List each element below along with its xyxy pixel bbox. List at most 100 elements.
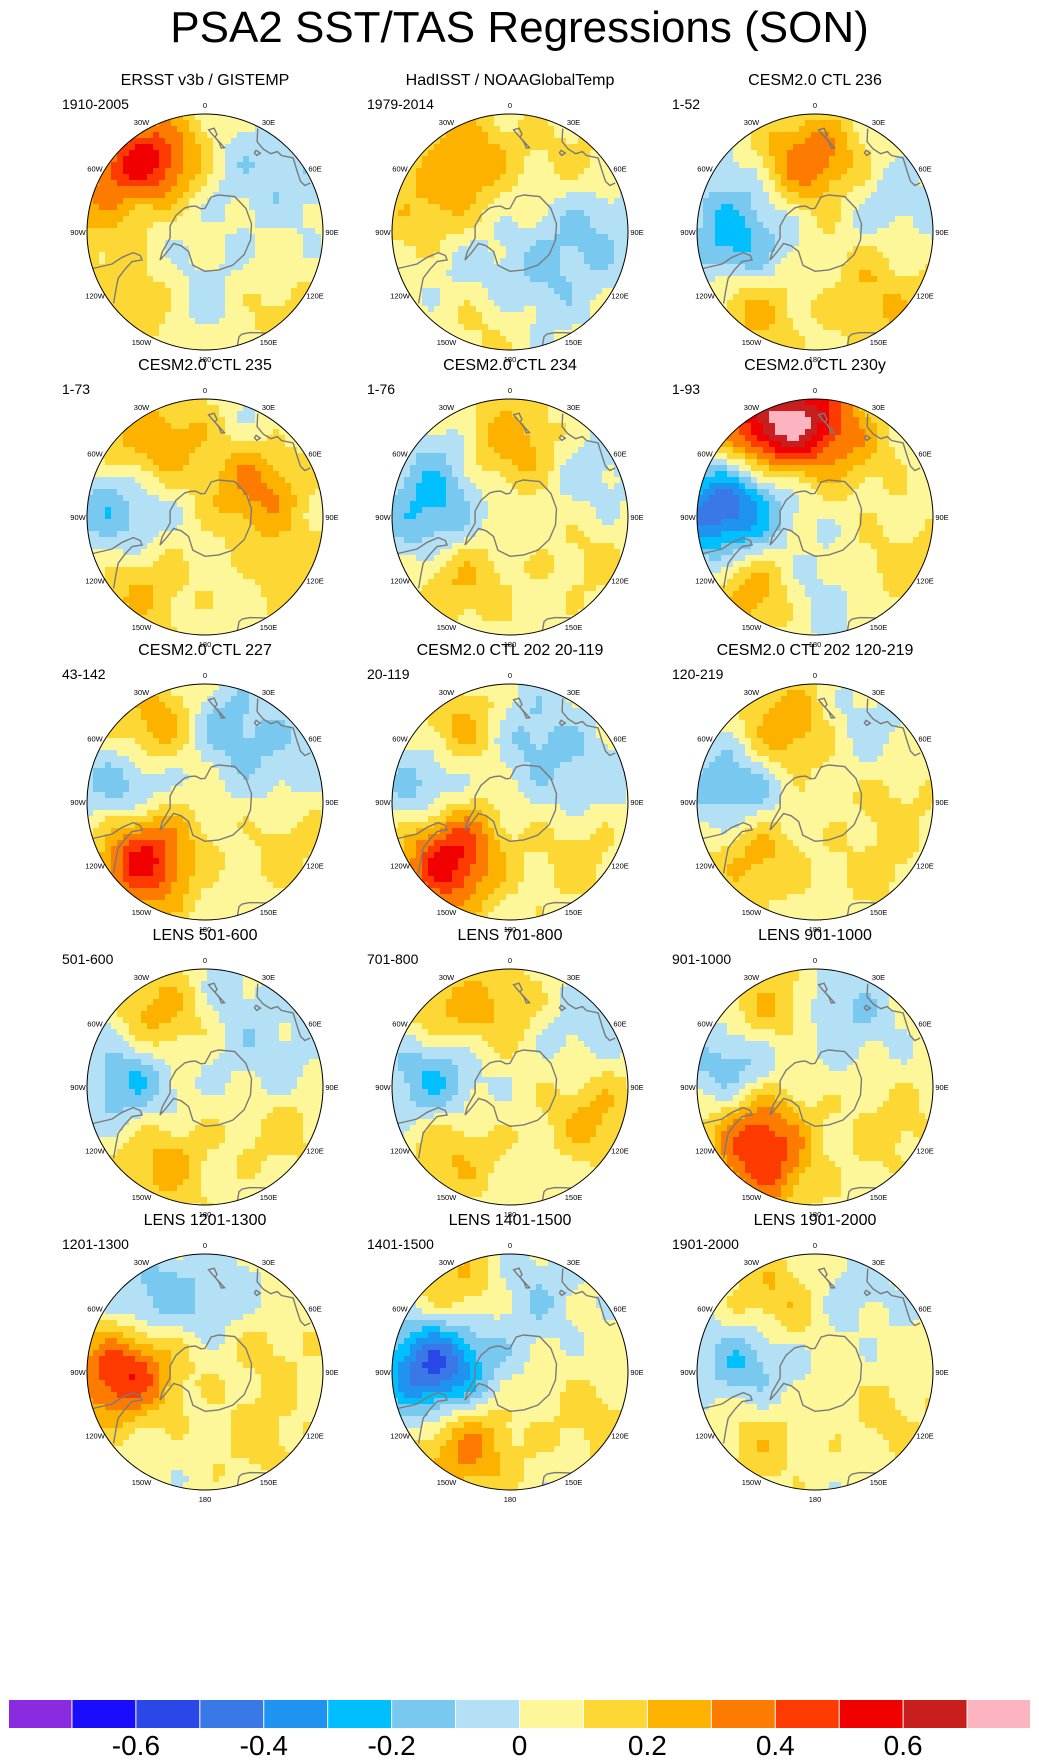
contour-cell: [207, 441, 214, 448]
contour-cell: [763, 210, 770, 217]
contour-cell: [285, 180, 292, 187]
contour-cell: [584, 282, 591, 289]
contour-cell: [201, 543, 208, 550]
contour-cell: [775, 312, 782, 319]
contour-cell: [213, 399, 220, 406]
contour-cell: [769, 234, 776, 241]
contour-cell: [153, 132, 160, 139]
contour-cell: [410, 306, 417, 313]
contour-cell: [135, 264, 142, 271]
contour-cell: [123, 168, 130, 175]
contour-cell: [715, 186, 722, 193]
contour-cell: [494, 156, 501, 163]
contour-cell: [614, 228, 621, 235]
contour-cell: [895, 222, 902, 229]
contour-cell: [907, 180, 914, 187]
contour-cell: [584, 234, 591, 241]
contour-cell: [237, 306, 244, 313]
contour-cell: [620, 258, 627, 265]
contour-cell: [757, 282, 764, 289]
contour-cell: [877, 258, 884, 265]
contour-cell: [781, 156, 788, 163]
contour-cell: [446, 282, 453, 289]
contour-cell: [500, 324, 507, 331]
contour-cell: [913, 216, 920, 223]
contour-cell: [494, 282, 501, 289]
contour-cell: [201, 342, 208, 349]
contour-cell: [416, 282, 423, 289]
contour-cell: [129, 453, 136, 460]
contour-cell: [901, 240, 908, 247]
contour-cell: [530, 312, 537, 319]
contour-cell: [231, 483, 238, 490]
contour-cell: [554, 240, 561, 247]
contour-cell: [853, 240, 860, 247]
contour-cell: [793, 336, 800, 343]
contour-cell: [297, 150, 304, 157]
contour-cell: [763, 324, 770, 331]
contour-cell: [249, 132, 256, 139]
contour-cell: [530, 324, 537, 331]
contour-cell: [117, 441, 124, 448]
contour-cell: [189, 555, 196, 562]
contour-cell: [111, 561, 118, 568]
contour-cell: [470, 126, 477, 133]
contour-cell: [237, 246, 244, 253]
contour-cell: [207, 423, 214, 430]
contour-cell: [177, 222, 184, 229]
contour-cell: [123, 585, 130, 592]
contour-cell: [195, 567, 202, 574]
contour-cell: [512, 114, 519, 121]
contour-cell: [201, 531, 208, 538]
contour-cell: [859, 216, 866, 223]
contour-cell: [817, 270, 824, 277]
contour-cell: [548, 138, 555, 145]
contour-cell: [153, 573, 160, 580]
contour-cell: [237, 336, 244, 343]
contour-cell: [177, 525, 184, 532]
contour-cell: [871, 240, 878, 247]
contour-cell: [249, 342, 256, 349]
contour-cell: [207, 573, 214, 580]
contour-cell: [727, 180, 734, 187]
contour-cell: [500, 210, 507, 217]
contour-cell: [123, 483, 130, 490]
contour-cell: [243, 252, 250, 259]
contour-cell: [488, 174, 495, 181]
contour-cell: [901, 180, 908, 187]
contour-cell: [249, 228, 256, 235]
contour-cell: [440, 264, 447, 271]
contour-cell: [219, 501, 226, 508]
contour-cell: [141, 222, 148, 229]
contour-cell: [596, 180, 603, 187]
contour-cell: [811, 150, 818, 157]
longitude-label: 30W: [439, 118, 455, 127]
contour-cell: [847, 300, 854, 307]
contour-cell: [207, 525, 214, 532]
contour-cell: [177, 471, 184, 478]
contour-cell: [889, 180, 896, 187]
contour-cell: [213, 429, 220, 436]
contour-cell: [775, 204, 782, 211]
contour-cell: [560, 234, 567, 241]
contour-cell: [177, 495, 184, 502]
contour-cell: [189, 264, 196, 271]
contour-cell: [303, 270, 310, 277]
contour-cell: [841, 234, 848, 241]
contour-cell: [494, 222, 501, 229]
contour-cell: [787, 138, 794, 145]
contour-cell: [410, 252, 417, 259]
contour-cell: [165, 168, 172, 175]
contour-cell: [548, 306, 555, 313]
contour-cell: [829, 252, 836, 259]
contour-cell: [506, 252, 513, 259]
contour-cell: [578, 204, 585, 211]
contour-cell: [195, 174, 202, 181]
contour-cell: [261, 270, 268, 277]
contour-cell: [703, 192, 710, 199]
contour-cell: [219, 270, 226, 277]
coastline: [866, 128, 921, 187]
contour-cell: [476, 120, 483, 127]
contour-cell: [219, 318, 226, 325]
contour-cell: [817, 144, 824, 151]
